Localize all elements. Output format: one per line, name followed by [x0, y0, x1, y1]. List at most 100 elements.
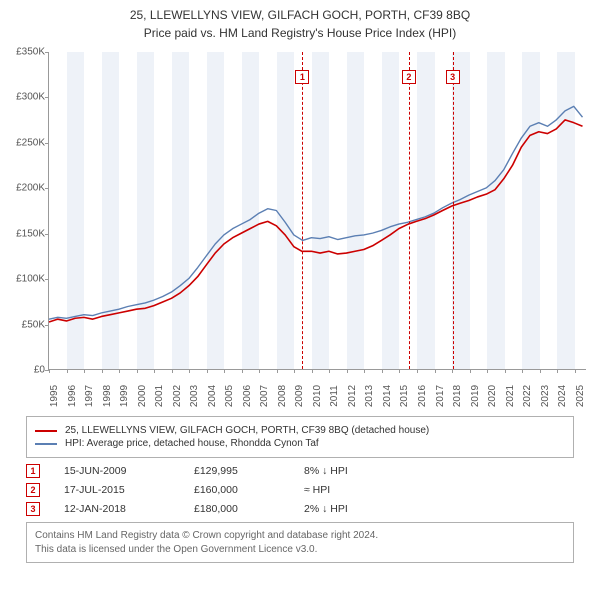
tx-date: 17-JUL-2015 — [64, 484, 194, 496]
x-tick-label: 2019 — [470, 385, 481, 407]
legend-row-property: 25, LLEWELLYNS VIEW, GILFACH GOCH, PORTH… — [35, 425, 565, 436]
x-tick-label: 1995 — [49, 385, 60, 407]
title-block: 25, LLEWELLYNS VIEW, GILFACH GOCH, PORTH… — [0, 0, 600, 44]
tx-marker-2: 2 — [26, 483, 40, 497]
x-tick-mark — [49, 369, 50, 373]
x-tick-label: 2015 — [399, 385, 410, 407]
marker-line — [302, 52, 303, 369]
x-tick-mark — [452, 369, 453, 373]
x-tick-label: 2012 — [347, 385, 358, 407]
y-tick-label: £50K — [3, 319, 45, 330]
x-tick-label: 1998 — [102, 385, 113, 407]
x-tick-label: 2007 — [259, 385, 270, 407]
y-tick-label: £100K — [3, 274, 45, 285]
x-tick-label: 2020 — [487, 385, 498, 407]
tx-date: 12-JAN-2018 — [64, 503, 194, 515]
x-tick-mark — [487, 369, 488, 373]
x-tick-mark — [172, 369, 173, 373]
x-tick-label: 2010 — [312, 385, 323, 407]
marker-line — [453, 52, 454, 369]
table-row: 3 12-JAN-2018 £180,000 2% ↓ HPI — [26, 502, 574, 516]
y-tick-label: £350K — [3, 47, 45, 58]
x-tick-mark — [575, 369, 576, 373]
chart-svg — [49, 52, 586, 369]
x-tick-label: 2009 — [294, 385, 305, 407]
marker-box: 2 — [402, 70, 416, 84]
x-tick-mark — [522, 369, 523, 373]
y-tick-mark — [45, 52, 49, 53]
marker-box: 1 — [295, 70, 309, 84]
x-tick-mark — [329, 369, 330, 373]
x-tick-mark — [382, 369, 383, 373]
x-tick-mark — [67, 369, 68, 373]
x-tick-mark — [364, 369, 365, 373]
x-tick-label: 2003 — [189, 385, 200, 407]
x-tick-mark — [102, 369, 103, 373]
title-main: 25, LLEWELLYNS VIEW, GILFACH GOCH, PORTH… — [10, 8, 590, 22]
y-tick-mark — [45, 143, 49, 144]
tx-price: £180,000 — [194, 503, 304, 515]
marker-line — [409, 52, 410, 369]
y-tick-label: £200K — [3, 183, 45, 194]
x-tick-mark — [505, 369, 506, 373]
x-tick-label: 2008 — [277, 385, 288, 407]
x-tick-mark — [540, 369, 541, 373]
x-tick-label: 1997 — [84, 385, 95, 407]
x-tick-label: 2025 — [575, 385, 586, 407]
x-tick-mark — [417, 369, 418, 373]
tx-price: £129,995 — [194, 465, 304, 477]
attribution-line1: Contains HM Land Registry data © Crown c… — [35, 529, 565, 543]
x-tick-label: 2002 — [172, 385, 183, 407]
title-sub: Price paid vs. HM Land Registry's House … — [10, 26, 590, 40]
x-tick-label: 2016 — [417, 385, 428, 407]
x-tick-label: 2023 — [540, 385, 551, 407]
y-tick-mark — [45, 97, 49, 98]
x-tick-mark — [242, 369, 243, 373]
x-tick-mark — [347, 369, 348, 373]
table-row: 1 15-JUN-2009 £129,995 8% ↓ HPI — [26, 464, 574, 478]
x-tick-mark — [119, 369, 120, 373]
tx-delta: 2% ↓ HPI — [304, 503, 348, 515]
x-tick-label: 2018 — [452, 385, 463, 407]
x-tick-mark — [277, 369, 278, 373]
x-tick-label: 2022 — [522, 385, 533, 407]
x-tick-label: 2006 — [242, 385, 253, 407]
x-tick-label: 2004 — [207, 385, 218, 407]
table-row: 2 17-JUL-2015 £160,000 ≈ HPI — [26, 483, 574, 497]
legend-label-property: 25, LLEWELLYNS VIEW, GILFACH GOCH, PORTH… — [65, 425, 429, 436]
attribution-line2: This data is licensed under the Open Gov… — [35, 543, 565, 557]
y-tick-label: £150K — [3, 228, 45, 239]
x-tick-mark — [399, 369, 400, 373]
chart-plot-area: £0£50K£100K£150K£200K£250K£300K£350K1995… — [48, 52, 586, 370]
attribution: Contains HM Land Registry data © Crown c… — [26, 522, 574, 563]
legend-row-hpi: HPI: Average price, detached house, Rhon… — [35, 438, 565, 449]
x-tick-mark — [312, 369, 313, 373]
x-tick-mark — [470, 369, 471, 373]
x-tick-mark — [137, 369, 138, 373]
x-tick-label: 2001 — [154, 385, 165, 407]
x-tick-label: 2005 — [224, 385, 235, 407]
x-tick-mark — [259, 369, 260, 373]
tx-marker-3: 3 — [26, 502, 40, 516]
x-tick-mark — [154, 369, 155, 373]
chart-container: 25, LLEWELLYNS VIEW, GILFACH GOCH, PORTH… — [0, 0, 600, 590]
x-tick-label: 2024 — [557, 385, 568, 407]
x-tick-mark — [189, 369, 190, 373]
x-tick-mark — [557, 369, 558, 373]
marker-box: 3 — [446, 70, 460, 84]
x-tick-mark — [294, 369, 295, 373]
x-tick-label: 2000 — [137, 385, 148, 407]
y-tick-mark — [45, 325, 49, 326]
x-tick-mark — [224, 369, 225, 373]
x-tick-label: 2017 — [435, 385, 446, 407]
y-tick-label: £300K — [3, 92, 45, 103]
x-tick-label: 1996 — [67, 385, 78, 407]
x-tick-label: 1999 — [119, 385, 130, 407]
legend: 25, LLEWELLYNS VIEW, GILFACH GOCH, PORTH… — [26, 416, 574, 458]
tx-price: £160,000 — [194, 484, 304, 496]
y-tick-mark — [45, 188, 49, 189]
tx-date: 15-JUN-2009 — [64, 465, 194, 477]
y-tick-label: £0 — [3, 365, 45, 376]
legend-label-hpi: HPI: Average price, detached house, Rhon… — [65, 438, 319, 449]
x-tick-label: 2013 — [364, 385, 375, 407]
